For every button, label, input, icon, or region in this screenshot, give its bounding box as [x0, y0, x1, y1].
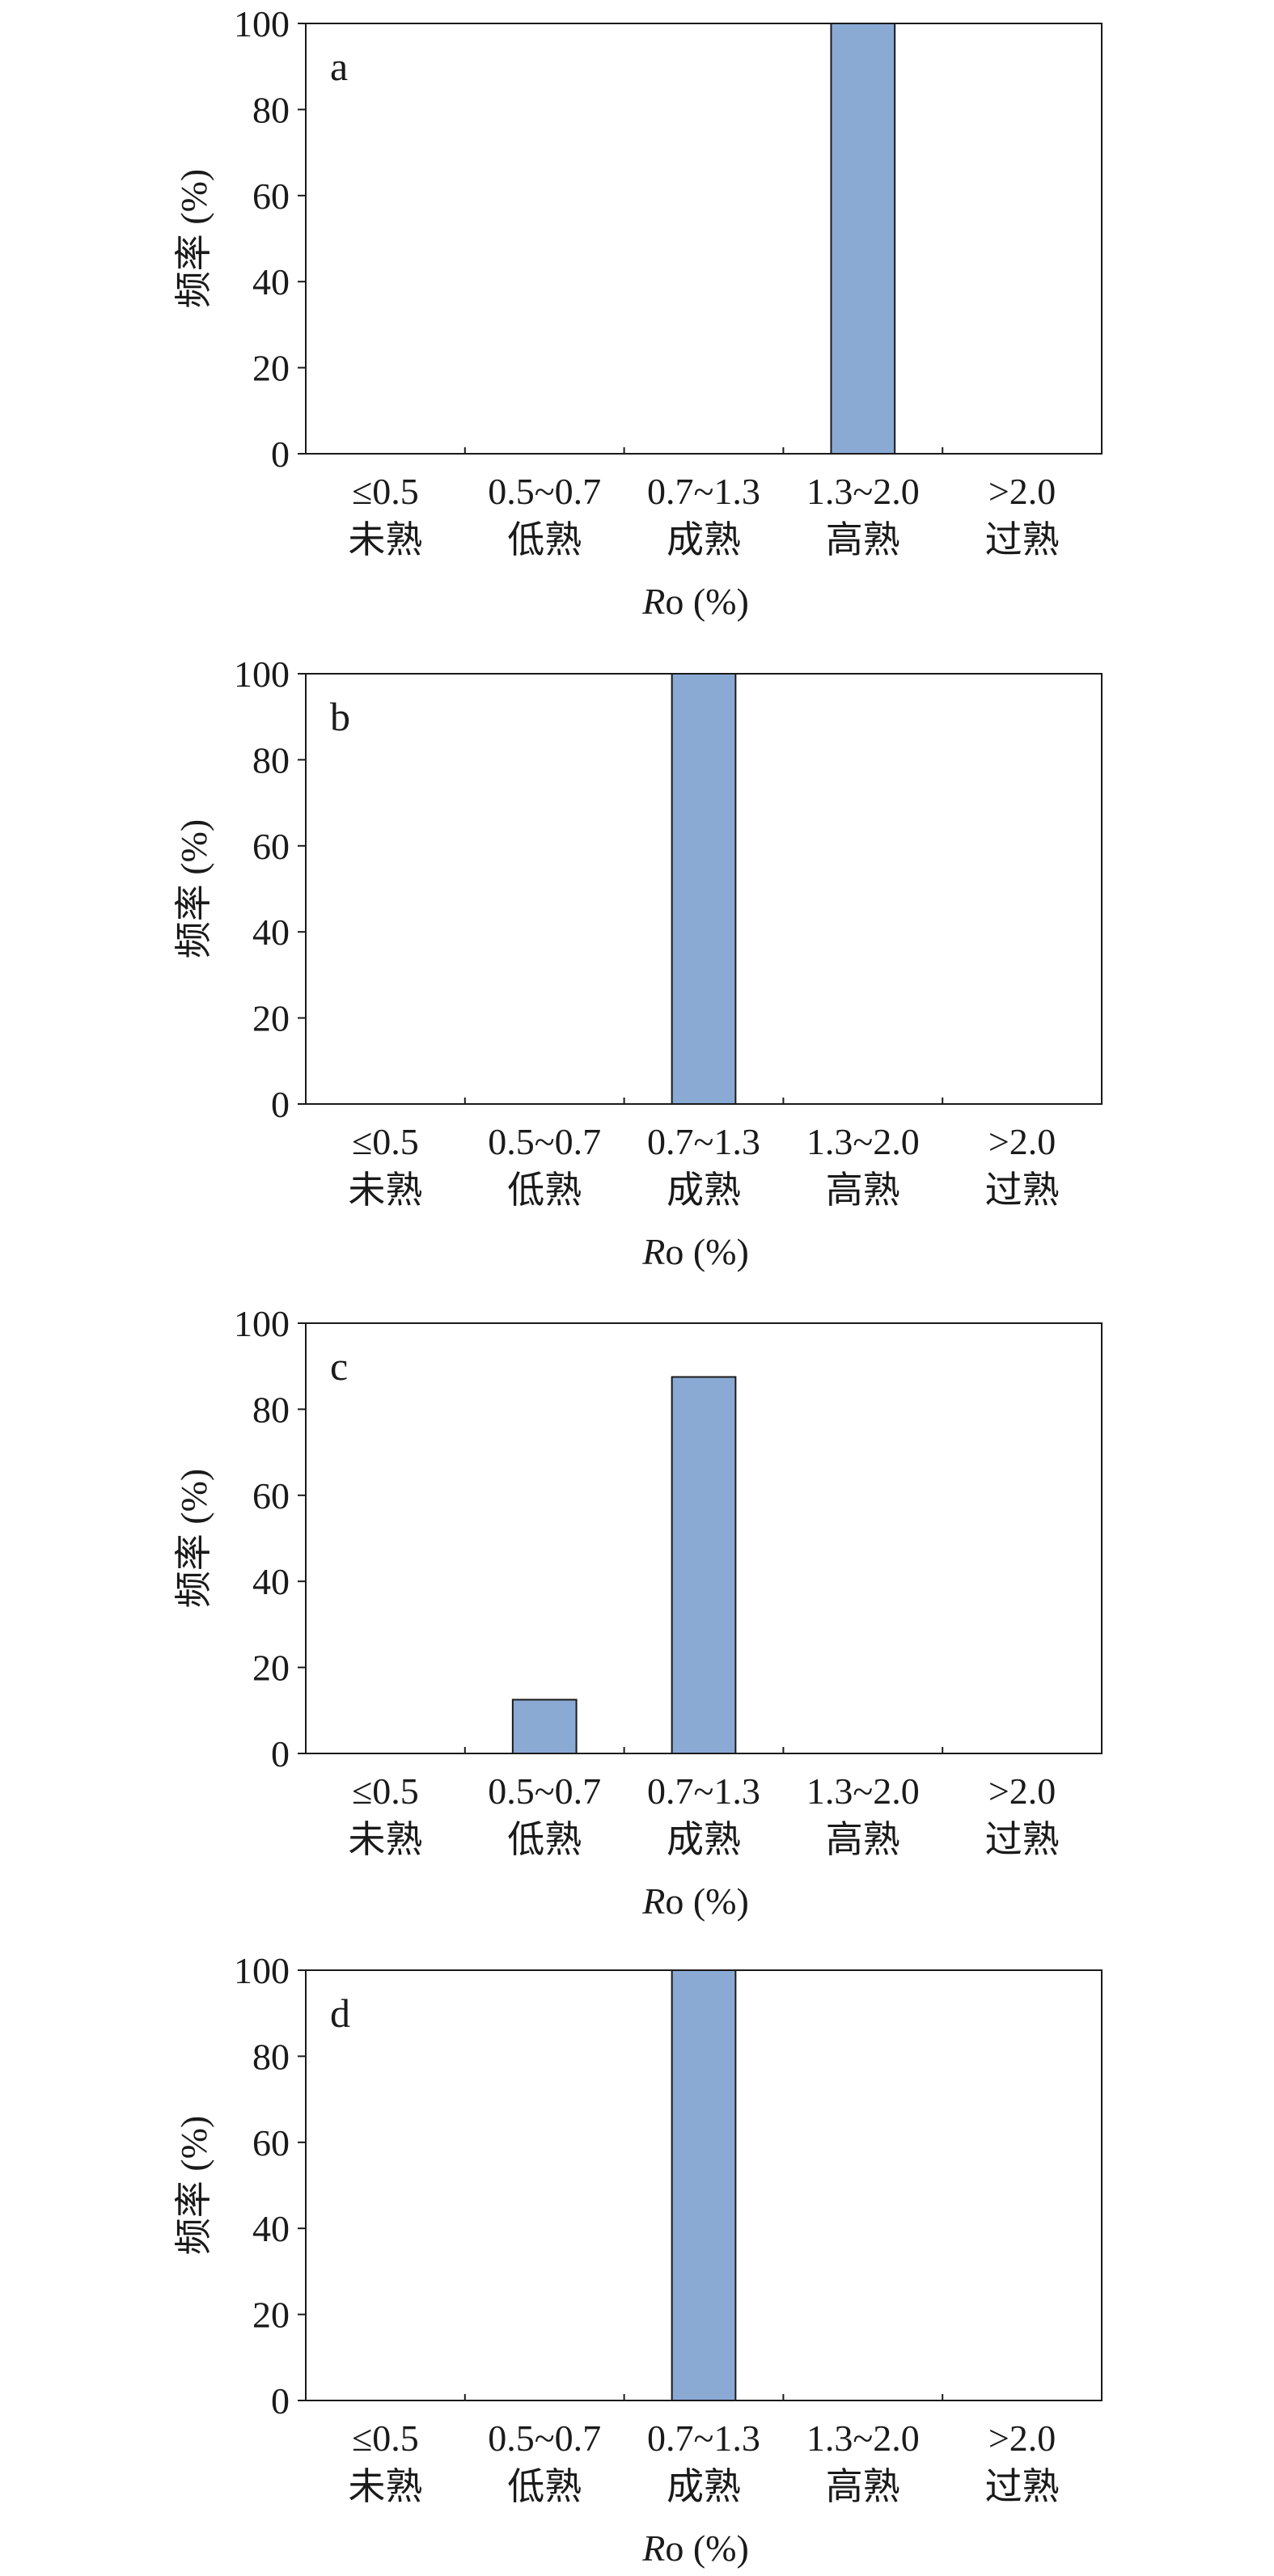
x-tick-label: >2.0 过熟 [985, 2417, 1060, 2507]
y-tick-label: 60 [252, 826, 290, 867]
bar [671, 1969, 737, 2401]
y-tick-label: 100 [234, 1950, 290, 1991]
y-tick-label: 60 [252, 176, 290, 217]
x-tick-label: 0.7~1.3 成熟 [647, 1770, 760, 1860]
y-tick-label: 20 [252, 348, 290, 389]
x-tick-label: ≤0.5 未熟 [348, 1770, 422, 1860]
x-tick-label: >2.0 过熟 [985, 1770, 1060, 1860]
x-tick-label: 0.5~0.7 低熟 [488, 2417, 601, 2507]
bar [511, 1698, 578, 1754]
y-tick-label: 0 [271, 1733, 290, 1774]
panel-label: c [330, 1343, 348, 1389]
y-tick-label: 80 [252, 1389, 290, 1430]
x-tick-label: ≤0.5 未熟 [348, 2417, 422, 2507]
chart-panel-c: 0 20 40 60 80 100 ≤0.5 未熟 0.5~0.7 低熟 0.7~1.3 成熟 1.3~… [173, 1303, 1103, 1922]
x-axis-title: Ro (%) [641, 1880, 749, 1922]
panel-label: d [330, 1990, 350, 2036]
x-tick-label: 0.7~1.3 成熟 [647, 1121, 760, 1211]
x-tick-label: 1.3~2.0 高熟 [806, 471, 920, 560]
y-tick-label: 20 [252, 2295, 290, 2336]
y-axis-title: 频率 (%) [173, 2116, 214, 2255]
y-axis-title: 频率 (%) [173, 819, 214, 958]
y-tick-label: 80 [252, 739, 290, 780]
x-tick-label: 1.3~2.0 高熟 [806, 2417, 920, 2507]
y-tick-label: 40 [252, 912, 290, 953]
x-tick-label: 1.3~2.0 高熟 [806, 1770, 920, 1860]
x-tick-label: >2.0 过熟 [985, 1121, 1060, 1211]
y-tick-label: 100 [234, 3, 290, 44]
y-tick-label: 100 [234, 654, 290, 695]
y-tick-label: 40 [252, 1561, 290, 1602]
y-tick-label: 20 [252, 998, 290, 1039]
x-tick-label: ≤0.5 未熟 [348, 471, 422, 560]
y-axis-title: 频率 (%) [173, 1469, 214, 1608]
bar [671, 673, 737, 1105]
plot-frame [305, 1322, 1103, 1754]
x-axis-title: Ro (%) [641, 2527, 749, 2569]
x-tick-label: 0.7~1.3 成熟 [647, 471, 760, 560]
y-tick-label: 40 [252, 2208, 290, 2249]
plot-frame [305, 673, 1103, 1105]
x-axis-title: Ro (%) [641, 581, 749, 622]
y-axis-title: 频率 (%) [173, 169, 214, 308]
x-tick-label: 0.5~0.7 低熟 [488, 1121, 601, 1211]
x-tick-label: 0.7~1.3 成熟 [647, 2417, 760, 2507]
y-tick-label: 0 [271, 2380, 290, 2422]
x-tick-label: 0.5~0.7 低熟 [488, 1770, 601, 1860]
y-tick-label: 60 [252, 1475, 290, 1516]
y-tick-label: 80 [252, 89, 290, 130]
y-tick-label: 60 [252, 2122, 290, 2164]
y-tick-label: 100 [234, 1303, 290, 1344]
chart-panel-b: 0 20 40 60 80 100 ≤0.5 未熟 0.5~0.7 低熟 0.7~1.3 成熟 1.3~… [173, 654, 1103, 1272]
bar [671, 1376, 737, 1754]
x-tick-label: ≤0.5 未熟 [348, 1121, 422, 1211]
y-tick-label: 80 [252, 2036, 290, 2077]
x-tick-label: 0.5~0.7 低熟 [488, 471, 601, 560]
panel-label: a [330, 44, 348, 89]
x-tick-label: 1.3~2.0 高熟 [806, 1121, 920, 1211]
bar [830, 23, 896, 455]
chart-panel-a: 0 20 40 60 80 100 ≤0.5 未熟 0.5~0.7 低熟 0.7~1.3 成熟 1.3~… [173, 3, 1103, 622]
y-tick-label: 0 [271, 1084, 290, 1125]
chart-panel-d: 0 20 40 60 80 100 ≤0.5 未熟 0.5~0.7 低熟 0.7~1.3 成熟 1.3~… [173, 1950, 1103, 2569]
y-tick-label: 20 [252, 1648, 290, 1689]
x-tick-label: >2.0 过熟 [985, 471, 1060, 560]
y-tick-label: 40 [252, 261, 290, 302]
plot-frame [305, 1969, 1103, 2401]
y-tick-label: 0 [271, 434, 290, 475]
plot-frame [305, 23, 1103, 455]
panel-label: b [330, 694, 350, 739]
x-axis-title: Ro (%) [641, 1231, 749, 1272]
